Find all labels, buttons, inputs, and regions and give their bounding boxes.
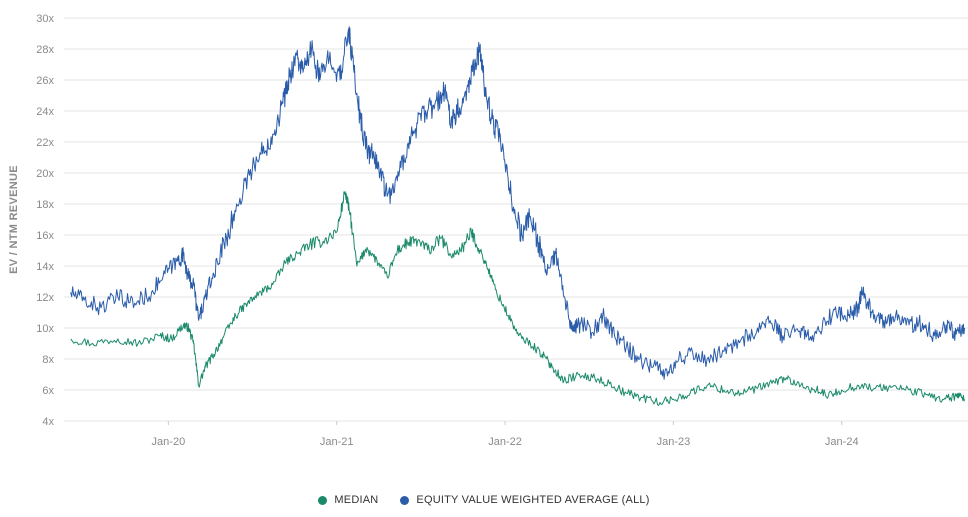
y-tick-label: 6x	[42, 385, 54, 397]
y-tick-label: 18x	[36, 199, 54, 211]
y-tick-label: 4x	[42, 416, 54, 428]
y-tick-label: 16x	[36, 230, 54, 242]
y-tick-label: 24x	[36, 106, 54, 118]
series-line-median	[70, 191, 966, 406]
x-tick-label: Jan-23	[657, 436, 691, 448]
legend-item-median[interactable]: MEDIAN	[318, 494, 378, 506]
x-tick-label: Jan-22	[488, 436, 522, 448]
legend-dot-median	[318, 495, 328, 505]
y-tick-label: 12x	[36, 292, 54, 304]
legend-label-weighted-average: EQUITY VALUE WEIGHTED AVERAGE (ALL)	[416, 494, 650, 506]
y-axis-label: EV / NTM REVENUE	[8, 165, 20, 274]
legend: MEDIAN EQUITY VALUE WEIGHTED AVERAGE (AL…	[0, 494, 968, 506]
legend-label-median: MEDIAN	[334, 494, 379, 506]
y-tick-label: 8x	[42, 354, 54, 366]
y-tick-label: 22x	[36, 137, 54, 149]
x-tick-label: Jan-20	[152, 436, 186, 448]
x-tick-label: Jan-21	[320, 436, 354, 448]
y-tick-label: 26x	[36, 75, 54, 87]
y-tick-label: 20x	[36, 168, 54, 180]
y-tick-label: 14x	[36, 261, 54, 273]
y-tick-label: 10x	[36, 323, 54, 335]
series-line-weighted-average	[70, 26, 966, 380]
y-axis-ticks: 30x 28x 26x 24x 22x 20x 18x 16x 14x 12x 10x 8x 6x 4x	[36, 13, 54, 428]
x-tick-label: Jan-24	[825, 436, 859, 448]
series-lines	[70, 26, 966, 406]
x-axis-ticks: Jan-20 Jan-21 Jan-22 Jan-23 Jan-24	[152, 421, 859, 448]
y-tick-label: 30x	[36, 13, 54, 25]
legend-item-weighted-average[interactable]: EQUITY VALUE WEIGHTED AVERAGE (ALL)	[400, 494, 649, 506]
y-tick-label: 28x	[36, 44, 54, 56]
legend-dot-weighted-average	[400, 495, 410, 505]
